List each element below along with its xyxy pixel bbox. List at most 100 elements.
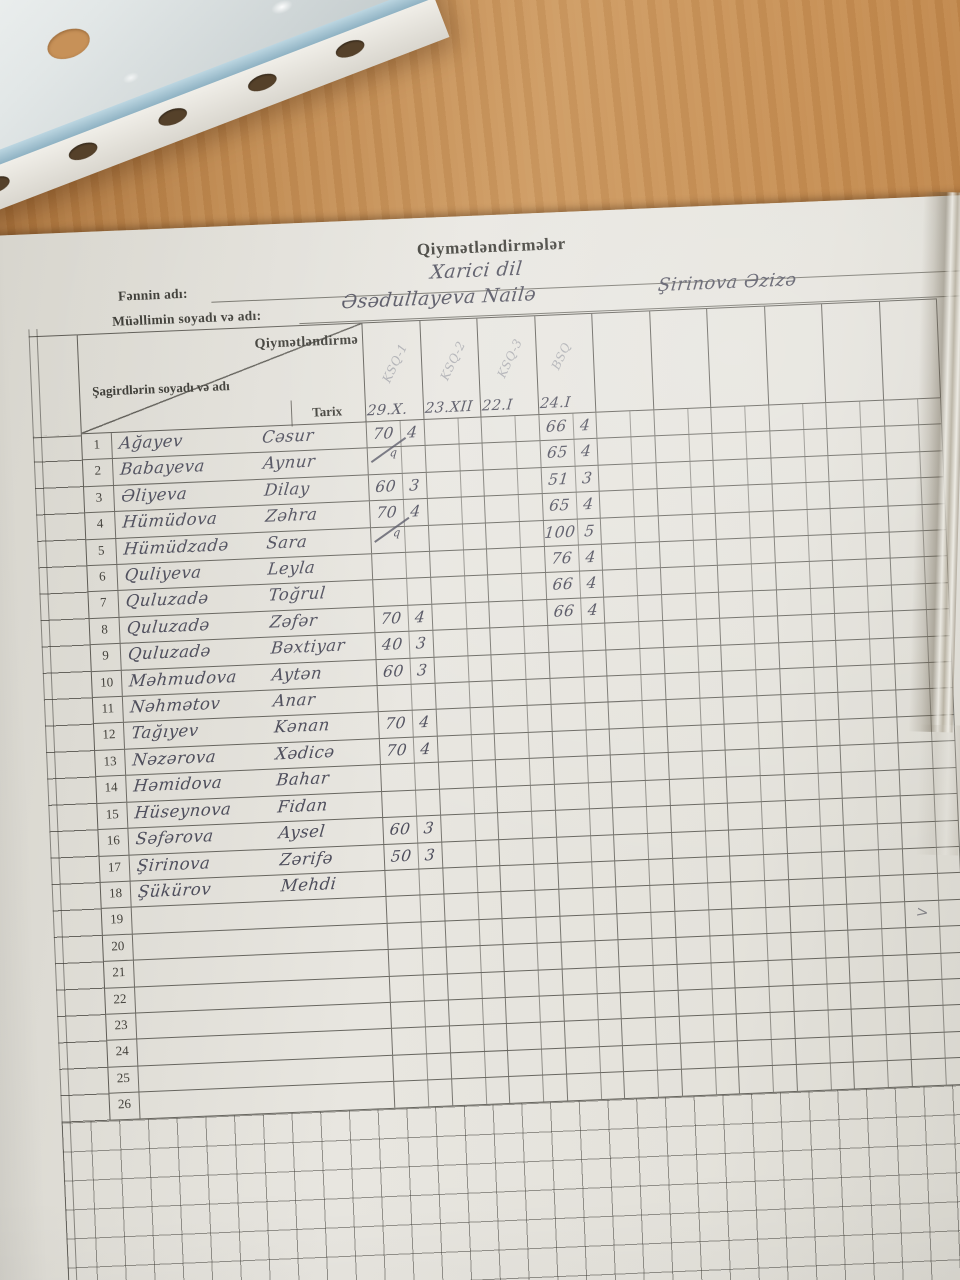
mark-handwriting: 3 <box>415 634 428 653</box>
mark-subcell <box>639 621 663 647</box>
score-subcell <box>796 1063 832 1091</box>
mark-subcell <box>861 427 885 453</box>
mark-subcell <box>529 732 553 758</box>
mark-subcell <box>751 537 775 563</box>
score-subcell <box>773 509 809 537</box>
grade-cell <box>774 535 833 563</box>
grade-cell <box>615 858 674 887</box>
mark-subcell <box>870 638 894 664</box>
score-subcell <box>905 926 941 954</box>
grade-cell <box>783 746 842 774</box>
mark-handwriting: 4 <box>586 600 599 620</box>
row-number: 15 <box>97 802 129 830</box>
mark-subcell <box>702 751 726 777</box>
row-number: 4 <box>85 512 117 539</box>
mark-subcell <box>466 602 490 628</box>
score-subcell <box>548 651 584 678</box>
score-subcell <box>736 1013 772 1041</box>
grade-cell <box>554 782 613 810</box>
grade-cell <box>487 547 546 575</box>
corner-date-label: Tarix <box>311 403 343 420</box>
grade-cell <box>827 427 886 455</box>
mark-subcell <box>815 693 839 719</box>
score-subcell <box>661 593 697 621</box>
mark-subcell <box>945 1058 960 1084</box>
mark-subcell <box>427 1053 451 1079</box>
mark-subcell: 4 <box>573 413 597 439</box>
score-subcell <box>387 922 423 950</box>
grade-cell <box>907 978 960 1007</box>
mark-subcell <box>473 787 497 813</box>
mark-subcell <box>635 516 659 542</box>
score-subcell <box>498 811 534 839</box>
student-givenname-handwriting: Fidan <box>276 794 329 817</box>
mark-subcell <box>425 1000 449 1026</box>
score-subcell <box>772 483 808 511</box>
mark-subcell <box>596 967 620 993</box>
gradebook-page: Qiymətləndirmələr Fənnin adı: Xarici dil… <box>0 192 960 1280</box>
grade-cell <box>390 1000 450 1029</box>
score-handwriting: 40 <box>381 635 404 655</box>
grade-cell <box>428 523 487 551</box>
mark-subcell <box>752 564 776 590</box>
mark-handwriting: 4 <box>585 574 598 593</box>
grade-cell <box>620 990 680 1019</box>
score-subcell <box>830 507 866 535</box>
score-subcell <box>549 677 586 705</box>
score-subcell <box>723 696 759 724</box>
mark-subcell <box>598 1020 622 1046</box>
score-subcell <box>668 751 704 779</box>
row-number: 21 <box>103 960 135 988</box>
mark-subcell <box>817 746 841 772</box>
score-subcell <box>389 974 425 1002</box>
mark-subcell <box>637 569 661 595</box>
student-givenname-handwriting: Sara <box>265 531 309 553</box>
score-subcell <box>551 703 587 731</box>
score-subcell <box>552 730 588 758</box>
grade-cell <box>786 825 845 854</box>
mark-subcell <box>709 909 733 935</box>
grade-cell <box>773 508 832 537</box>
mark-subcell <box>766 907 790 933</box>
score-subcell <box>601 543 637 571</box>
table-body: 1 Ağayev Cəsur 70 4 66 4 2 Babayeva Aynur q 65 4 3 Əli… <box>81 398 960 1121</box>
score-subcell <box>500 864 536 892</box>
mark-subcell <box>818 772 842 798</box>
score-subcell: 65 <box>540 440 576 467</box>
grade-cell <box>828 453 887 482</box>
grade-cell <box>448 997 507 1026</box>
grade-cell <box>735 985 795 1014</box>
score-handwriting: 60 <box>382 661 405 681</box>
mark-subcell <box>480 945 504 971</box>
score-subcell <box>440 814 476 842</box>
score-subcell <box>443 893 479 921</box>
grade-cell <box>496 784 556 813</box>
grade-cell <box>624 1069 683 1098</box>
score-handwriting: 65 <box>545 443 569 463</box>
score-subcell <box>619 965 655 993</box>
score-subcell <box>677 962 713 990</box>
score-subcell: 70 <box>379 737 415 765</box>
grade-cell <box>842 796 902 825</box>
mark-subcell: 4 <box>581 597 605 623</box>
grade-cell <box>451 1077 511 1105</box>
grade-cell <box>482 441 542 470</box>
grade-cell <box>380 762 440 791</box>
mark-subcell <box>419 868 443 894</box>
score-subcell <box>737 1039 773 1067</box>
score-subcell <box>616 886 652 913</box>
score-subcell <box>735 986 771 1014</box>
grade-cell <box>780 693 840 722</box>
grade-cell: 70 4 <box>379 736 439 765</box>
score-subcell <box>429 550 465 578</box>
mark-subcell <box>765 880 789 906</box>
score-handwriting: 51 <box>546 469 570 489</box>
grade-cell <box>714 484 774 513</box>
score-subcell <box>883 399 919 427</box>
score-subcell <box>564 1020 600 1048</box>
grade-cell <box>449 1024 508 1053</box>
row-number: 9 <box>90 644 122 671</box>
score-subcell <box>608 701 644 729</box>
grade-cell <box>377 683 437 712</box>
grade-cell <box>606 647 665 676</box>
